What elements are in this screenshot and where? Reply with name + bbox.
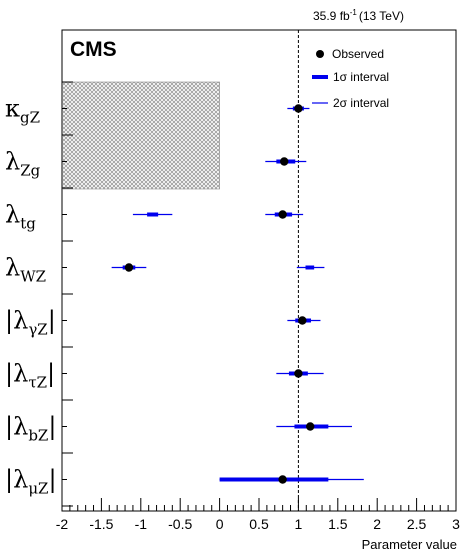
observed-point-2 [278,210,287,219]
parameter-label-4: |λγZ| [5,307,56,339]
observed-point-7 [278,475,287,484]
legend-observed-label: Observed [332,47,384,61]
legend-observed-marker [316,50,324,58]
legend-one-sigma-label: 1σ interval [333,70,389,84]
observed-point-4 [298,316,307,325]
legend-two-sigma-label: 2σ interval [333,96,389,110]
parameter-label-0: κgZ [5,95,40,127]
observed-point-3 [124,263,134,272]
legend: Observed 1σ interval 2σ interval [312,47,389,110]
x-tick-label-5: 0.5 [249,516,269,532]
parameter-label-1: λZg [5,148,41,180]
experiment-label: CMS [70,38,117,61]
parameter-label-2: λtg [5,201,36,233]
x-tick-label-4: 0 [216,516,224,532]
x-tick-label-2: -1 [135,516,148,532]
x-tick-label-10: 3 [452,516,460,532]
observed-point-1 [280,157,289,166]
x-tick-label-3: -0.5 [168,516,192,532]
x-tick-label-1: -1.5 [89,516,113,532]
x-tick-label-9: 2.5 [407,516,427,532]
x-tick-label-0: -2 [56,516,69,532]
parameter-label-3: λWZ [5,254,46,286]
x-axis-title: Parameter value [362,537,457,552]
observed-point-6 [306,422,315,431]
luminosity-label: 35.9 fb-1 (13 TeV) [313,8,404,23]
parameter-label-5: |λτZ| [5,360,55,392]
parameter-label-7: |λμZ| [5,466,57,498]
observed-point-0 [294,104,303,113]
x-tick-label-7: 1.5 [328,516,348,532]
parameter-label-6: |λbZ| [5,413,56,445]
excluded-region-hatch [62,81,220,190]
x-tick-label-8: 2 [373,516,381,532]
observed-point-5 [294,369,303,378]
x-tick-label-6: 1 [295,516,303,532]
